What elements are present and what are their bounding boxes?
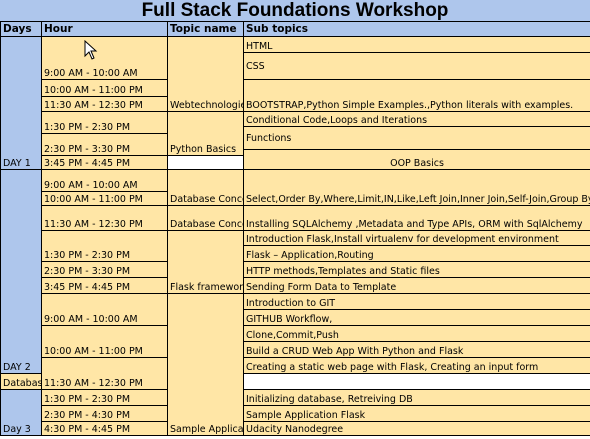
subtopic-cell: Database: Configuring Flask-SQLAlchemy, … xyxy=(0,373,42,390)
topic-cell: Udacity Nanodegree xyxy=(243,421,590,436)
header-hour: Hour xyxy=(41,21,168,37)
hour-cell: 2:30 PM - 3:30 PM xyxy=(41,261,168,278)
table-row: Day 3 1:30 PM - 2:30 PM Initializing dat… xyxy=(0,389,590,436)
sheet-title: Full Stack Foundations Workshop xyxy=(0,0,590,22)
subtopic-cell: Introduction Flask,Install virtualenv fo… xyxy=(243,230,590,246)
subtopic-cell: HTML xyxy=(243,36,590,53)
subtopic-cell: OOP Basics xyxy=(243,149,590,170)
table-row: 3:45 PM - 4:45 PM Sending Form Data to T… xyxy=(1,277,590,294)
table-row: DAY 2 9:00 AM - 10:00 AM Database Concep… xyxy=(0,169,590,374)
hour-cell: 11:30 AM - 12:30 PM xyxy=(41,96,168,112)
table-row: 2:30 PM - 3:30 PM HTTP methods,Templates… xyxy=(1,261,590,278)
subtopic-cell: Sample Application Flask xyxy=(243,405,590,422)
table-row: CSS xyxy=(1,52,590,80)
subtopic-cell: Sending Form Data to Template xyxy=(243,277,590,294)
subtopic-cell: CSS xyxy=(243,52,590,80)
header-topic: Topic name xyxy=(167,21,244,37)
hour-cell: 2:30 PM - 4:30 PM xyxy=(41,405,168,422)
hour-cell: 4:30 PM - 4:45 PM xyxy=(41,421,168,436)
hour-cell: 10:00 AM - 11:00 PM xyxy=(41,79,168,97)
header-days: Days xyxy=(0,21,42,37)
hour-cell: 11:30 AM - 12:30 PM xyxy=(41,205,168,231)
table-row: 10:00 AM - 11:00 PM xyxy=(1,191,590,206)
table-row: Database: Configuring Flask-SQLAlchemy, … xyxy=(0,373,590,390)
day-cell-2: DAY 2 xyxy=(0,169,42,374)
topic-cell: Sample Application using Flask -CRUD xyxy=(167,293,244,436)
hour-cell: 2:30 PM - 3:30 PM xyxy=(41,133,168,156)
day-cell-1: DAY 1 xyxy=(0,36,42,170)
topic-cell: Webtechnologies - HTML,CSS,BOOTSTRAP xyxy=(167,36,244,112)
mouse-pointer-icon xyxy=(84,40,98,60)
subtopic-cell: Creating a static web page with Flask, C… xyxy=(243,357,590,374)
table-row: 11:30 AM - 12:30 PM xyxy=(1,96,590,112)
table-row: 2:30 PM - 4:30 PM Sample Application Fla… xyxy=(1,405,590,422)
table-row: 10:00 AM - 11:00 PM BOOTSTRAP,Python Sim… xyxy=(1,79,590,112)
hour-cell: 11:30 AM - 12:30 PM xyxy=(41,357,168,390)
table-row: 10:00 AM - 11:00 PM Clone,Commit,Push xyxy=(1,325,590,358)
subtopic-cell: Installing SQLAlchemy ,Metadata and Type… xyxy=(243,205,590,231)
subtopic-cell: GITHUB Workflow, xyxy=(243,309,590,326)
subtopic-cell: Conditional Code,Loops and Iterations xyxy=(243,111,590,127)
hour-cell: 1:30 PM - 2:30 PM xyxy=(41,389,168,406)
table-row: 1:30 PM - 2:30 PM Flask framework Introd… xyxy=(1,230,590,294)
table-row: Build a CRUD Web App With Python and Fla… xyxy=(1,341,590,358)
subtopic-cell: Initializing database, Retreiving DB xyxy=(243,389,590,406)
subtopic-cell: Clone,Commit,Push xyxy=(243,325,590,342)
table-row: 11:30 AM - 12:30 PM Creating a static we… xyxy=(1,357,590,390)
hour-cell: 3:45 PM - 4:45 PM xyxy=(41,155,168,170)
table-row: Functions xyxy=(1,126,590,150)
day-cell-3: Day 3 xyxy=(0,389,42,436)
hour-cell: 9:00 AM - 10:00 AM xyxy=(41,36,168,80)
hour-cell: 10:00 AM - 11:00 PM xyxy=(41,191,168,206)
table-row: 9:00 AM - 10:00 AM Sample Application us… xyxy=(1,293,590,436)
table-header-row: Days Hour Topic name Sub topics xyxy=(0,21,590,37)
hour-cell: 9:00 AM - 10:00 AM xyxy=(41,293,168,326)
header-subtopics: Sub topics xyxy=(243,21,590,37)
subtopic-cell: Build a CRUD Web App With Python and Fla… xyxy=(243,341,590,358)
hour-cell: 9:00 AM - 10:00 AM xyxy=(41,169,168,192)
subtopic-cell: HTTP methods,Templates and Static files xyxy=(243,261,590,278)
topic-cell: Database Concepts - SQLite3 xyxy=(167,169,244,206)
topic-cell: Python Basics xyxy=(167,111,244,156)
subtopic-cell: Flask – Application,Routing xyxy=(243,245,590,262)
table-row: 11:30 AM - 12:30 PM Database Concepts - … xyxy=(1,205,590,231)
subtopic-cell: Select,Order By,Where,Limit,IN,Like,Left… xyxy=(243,169,590,206)
topic-cell: Database Concepts - xyxy=(167,205,244,231)
hour-cell: 1:30 PM - 2:30 PM xyxy=(41,230,168,262)
hour-cell: 1:30 PM - 2:30 PM xyxy=(41,111,168,134)
topic-cell: Flask framework xyxy=(167,230,244,294)
subtopic-cell: Functions xyxy=(243,126,590,150)
hour-cell: 10:00 AM - 11:00 PM xyxy=(41,325,168,358)
table-row: OOP Basics xyxy=(1,149,590,170)
table-row: Flask – Application,Routing xyxy=(1,245,590,262)
subtopic-cell: BOOTSTRAP,Python Simple Examples.,Python… xyxy=(243,79,590,112)
table-row: 1:30 PM - 2:30 PM Python Basics Conditio… xyxy=(1,111,590,156)
subtopic-cell: Introduction to GIT xyxy=(243,293,590,310)
table-row: 4:30 PM - 4:45 PM Udacity Nanodegree Nan… xyxy=(1,421,590,436)
table-row: DAY 1 9:00 AM - 10:00 AM Webtechnologies… xyxy=(0,36,590,170)
schedule-table: Days Hour Topic name Sub topics DAY 1 9:… xyxy=(0,21,590,436)
hour-cell: 3:45 PM - 4:45 PM xyxy=(41,277,168,294)
